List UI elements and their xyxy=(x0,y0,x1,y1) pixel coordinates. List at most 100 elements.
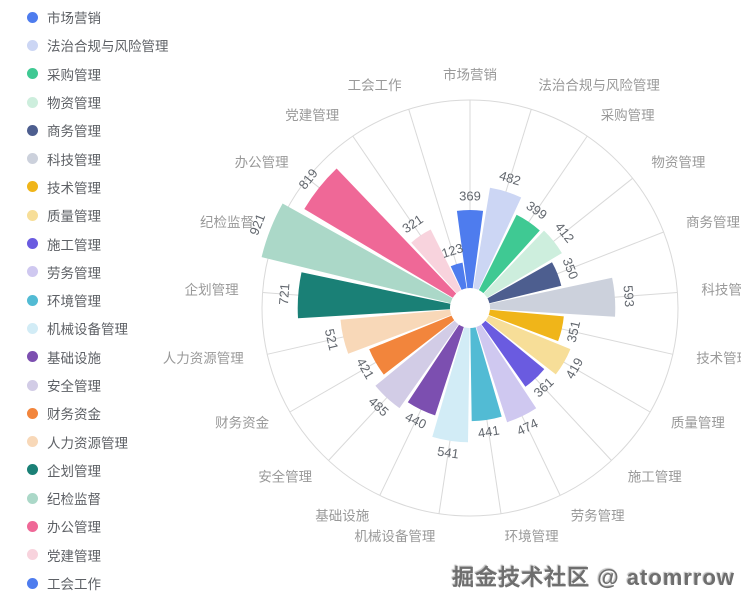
legend-swatch-icon xyxy=(27,294,38,306)
legend-item-13[interactable]: 安全管理 xyxy=(27,371,169,399)
legend-item-4[interactable]: 商务管理 xyxy=(27,116,169,144)
category-label-8: 施工管理 xyxy=(628,470,682,485)
legend-label: 纪检监督 xyxy=(47,492,101,508)
category-label-13: 安全管理 xyxy=(258,469,312,485)
legend-swatch-icon xyxy=(27,549,38,561)
value-label-4: 350 xyxy=(560,256,582,282)
legend-swatch-icon xyxy=(27,351,38,363)
legend-item-3[interactable]: 物资管理 xyxy=(27,88,169,116)
legend-item-1[interactable]: 法治合规与风险管理 xyxy=(27,31,169,59)
legend-swatch-icon xyxy=(27,492,38,504)
legend-swatch-icon xyxy=(27,68,38,80)
value-label-0: 369 xyxy=(459,189,481,204)
legend-label: 环境管理 xyxy=(47,294,101,310)
category-label-19: 党建管理 xyxy=(285,108,339,123)
category-label-6: 技术管理 xyxy=(696,351,741,366)
legend-item-20[interactable]: 工会工作 xyxy=(27,569,169,597)
legend-swatch-icon xyxy=(27,577,38,589)
rose-sector-0[interactable] xyxy=(456,210,484,289)
polar-spoke xyxy=(408,109,465,290)
legend-item-19[interactable]: 党建管理 xyxy=(27,541,169,569)
watermark: 掘金技术社区 @ atomrrow xyxy=(452,565,735,590)
legend-swatch-icon xyxy=(27,436,38,448)
legend-label: 采购管理 xyxy=(47,67,101,83)
legend-label: 人力资源管理 xyxy=(47,435,128,451)
value-label-14: 421 xyxy=(353,355,377,381)
legend-item-12[interactable]: 基础设施 xyxy=(27,343,169,371)
rose-sector-9[interactable] xyxy=(476,324,537,423)
rose-sector-1[interactable] xyxy=(473,187,522,290)
legend-label: 质量管理 xyxy=(47,209,101,225)
legend-item-18[interactable]: 办公管理 xyxy=(27,512,169,540)
rose-sector-8[interactable] xyxy=(481,320,545,387)
rose-sector-20[interactable] xyxy=(450,262,467,290)
value-label-17: 921 xyxy=(246,212,268,238)
legend-swatch-icon xyxy=(27,11,38,23)
value-label-5: 593 xyxy=(621,285,638,308)
legend-label: 商务管理 xyxy=(47,124,101,140)
legend-item-6[interactable]: 技术管理 xyxy=(27,173,169,201)
category-label-4: 商务管理 xyxy=(686,215,740,230)
legend-label: 机械设备管理 xyxy=(47,322,128,338)
legend-swatch-icon xyxy=(27,181,38,193)
rose-sector-7[interactable] xyxy=(485,315,571,375)
value-label-12: 440 xyxy=(403,409,429,432)
rose-sector-10[interactable] xyxy=(470,327,502,422)
category-label-1: 法治合规与风险管理 xyxy=(538,78,660,93)
legend-item-15[interactable]: 人力资源管理 xyxy=(27,427,169,455)
rose-sector-16[interactable] xyxy=(297,272,451,319)
category-label-20: 工会工作 xyxy=(348,78,402,93)
category-label-11: 机械设备管理 xyxy=(354,528,435,544)
legend-label: 法治合规与风险管理 xyxy=(47,39,169,55)
value-label-7: 419 xyxy=(562,355,586,381)
rose-sector-18[interactable] xyxy=(304,168,457,298)
legend-item-11[interactable]: 机械设备管理 xyxy=(27,314,169,342)
legend-swatch-icon xyxy=(27,322,38,334)
category-label-7: 质量管理 xyxy=(671,416,725,431)
legend-item-17[interactable]: 纪检监督 xyxy=(27,484,169,512)
legend-label: 劳务管理 xyxy=(47,265,101,281)
value-label-9: 474 xyxy=(514,415,540,438)
legend-item-9[interactable]: 劳务管理 xyxy=(27,258,169,286)
category-label-12: 基础设施 xyxy=(315,508,369,524)
legend-item-14[interactable]: 财务资金 xyxy=(27,399,169,427)
category-label-14: 财务资金 xyxy=(215,416,269,431)
legend-swatch-icon xyxy=(27,124,38,136)
rose-sector-3[interactable] xyxy=(483,230,562,298)
rose-sector-17[interactable] xyxy=(261,203,453,304)
rose-sector-4[interactable] xyxy=(487,262,562,304)
category-label-5: 科技管理 xyxy=(701,282,741,297)
rose-sector-19[interactable] xyxy=(411,229,462,294)
legend-label: 科技管理 xyxy=(47,152,101,168)
legend-label: 党建管理 xyxy=(47,548,101,564)
value-label-16: 721 xyxy=(276,283,293,306)
rose-sector-12[interactable] xyxy=(407,324,464,416)
legend-item-5[interactable]: 科技管理 xyxy=(27,144,169,172)
legend-swatch-icon xyxy=(27,407,38,419)
legend-item-8[interactable]: 施工管理 xyxy=(27,229,169,257)
legend-item-16[interactable]: 企划管理 xyxy=(27,456,169,484)
rose-sector-15[interactable] xyxy=(340,309,452,354)
legend-item-0[interactable]: 市场营销 xyxy=(27,3,169,31)
rose-sector-6[interactable] xyxy=(488,309,564,342)
rose-sector-2[interactable] xyxy=(478,214,540,294)
rose-sector-13[interactable] xyxy=(375,320,459,409)
legend-item-7[interactable]: 质量管理 xyxy=(27,201,169,229)
category-label-16: 企划管理 xyxy=(185,281,239,297)
category-label-0: 市场营销 xyxy=(443,67,497,83)
category-label-9: 劳务管理 xyxy=(571,509,625,524)
rose-sector-11[interactable] xyxy=(432,327,470,443)
value-label-11: 541 xyxy=(436,444,460,462)
rose-sector-5[interactable] xyxy=(489,277,616,317)
value-label-6: 351 xyxy=(564,319,583,344)
legend: 市场营销法治合规与风险管理 采购管理物资管理商务管理科技管理技术管理质量管理施工管… xyxy=(27,3,169,597)
legend-label: 物资管理 xyxy=(47,96,101,112)
legend-swatch-icon xyxy=(27,153,38,165)
legend-label: 基础设施 xyxy=(47,350,101,366)
rose-sector-14[interactable] xyxy=(369,315,455,375)
value-label-1: 482 xyxy=(497,168,522,189)
legend-item-2[interactable]: 采购管理 xyxy=(27,60,169,88)
value-label-19: 321 xyxy=(399,212,425,237)
legend-item-10[interactable]: 环境管理 xyxy=(27,286,169,314)
